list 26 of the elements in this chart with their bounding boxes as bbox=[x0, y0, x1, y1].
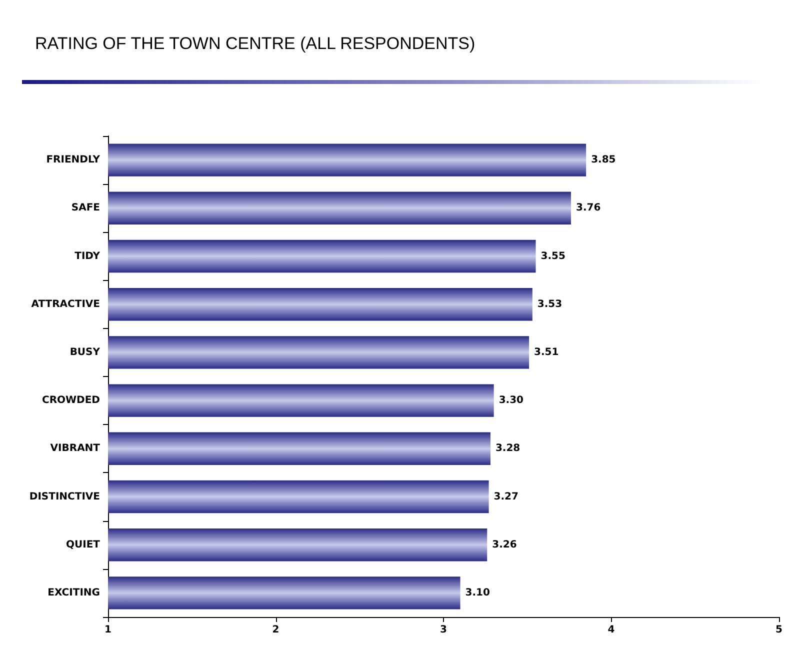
data-label: 3.27 bbox=[494, 491, 519, 502]
y-tick-label: CROWDED bbox=[42, 395, 100, 406]
x-tick-label: 1 bbox=[104, 624, 112, 636]
y-tick-label: EXCITING bbox=[48, 587, 100, 598]
data-label: 3.51 bbox=[534, 346, 559, 358]
data-label: 3.30 bbox=[498, 395, 524, 406]
y-tick-label: ATTRACTIVE bbox=[31, 298, 100, 310]
y-tick-label: QUIET bbox=[66, 539, 100, 550]
x-tick-label: 2 bbox=[272, 624, 280, 636]
data-label: 3.28 bbox=[495, 443, 520, 454]
data-label: 3.26 bbox=[492, 539, 517, 550]
y-tick-label: FRIENDLY bbox=[46, 154, 101, 166]
x-tick-label: 3 bbox=[440, 624, 448, 636]
data-label: 3.76 bbox=[576, 202, 601, 214]
y-tick-label: VIBRANT bbox=[50, 443, 100, 454]
data-label: 3.10 bbox=[465, 587, 490, 598]
y-tick-label: TIDY bbox=[74, 250, 101, 262]
data-label: 3.55 bbox=[540, 250, 566, 262]
x-tick-label: 4 bbox=[608, 624, 615, 636]
chart-title: RATING OF THE TOWN CENTRE (ALL RESPONDENTS) bbox=[35, 34, 476, 53]
data-label: 3.85 bbox=[591, 154, 616, 166]
x-tick-label: 5 bbox=[776, 624, 783, 636]
y-tick-label: BUSY bbox=[70, 346, 101, 358]
y-tick-label: SAFE bbox=[71, 202, 100, 214]
data-label: 3.53 bbox=[537, 298, 562, 310]
y-tick-label: DISTINCTIVE bbox=[29, 491, 100, 502]
